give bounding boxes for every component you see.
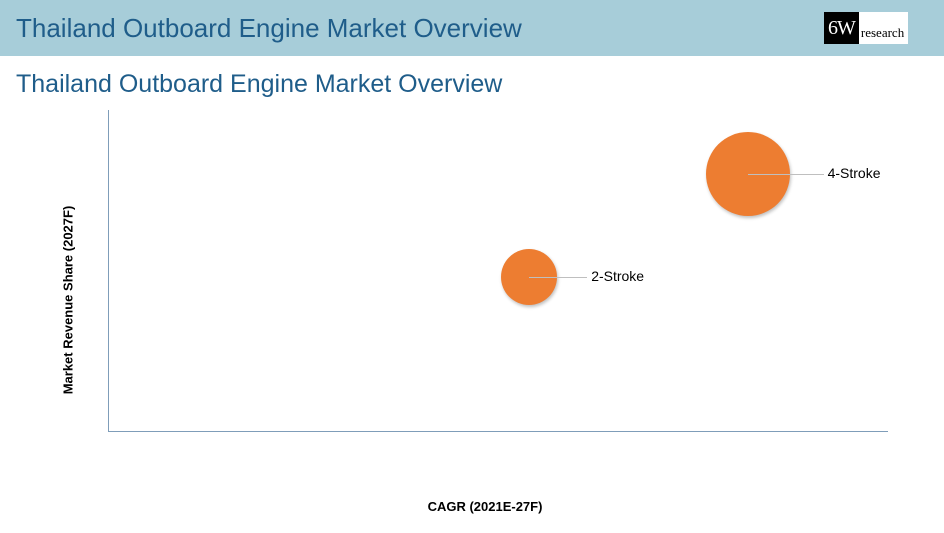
leader-line [748, 174, 824, 175]
header-bar: Thailand Outboard Engine Market Overview… [0, 0, 944, 56]
x-axis-label: CAGR (2021E-27F) [428, 499, 543, 514]
page-title: Thailand Outboard Engine Market Overview [16, 13, 522, 44]
plot-area: 2-Stroke 4-Stroke [108, 110, 888, 432]
chart-title: Thailand Outboard Engine Market Overview [0, 56, 944, 99]
y-axis-label: Market Revenue Share (2027F) [61, 206, 76, 395]
bubble-label: 4-Stroke [828, 165, 881, 181]
leader-line [529, 277, 587, 278]
bubble-label: 2-Stroke [591, 268, 644, 284]
logo-text: research [859, 12, 908, 44]
x-axis-line [108, 431, 888, 432]
bubble-chart: Market Revenue Share (2027F) 2-Stroke 4-S… [60, 110, 910, 490]
logo-mark: 6W [824, 12, 859, 44]
y-axis-line [108, 110, 109, 432]
brand-logo: 6W research [824, 12, 928, 44]
